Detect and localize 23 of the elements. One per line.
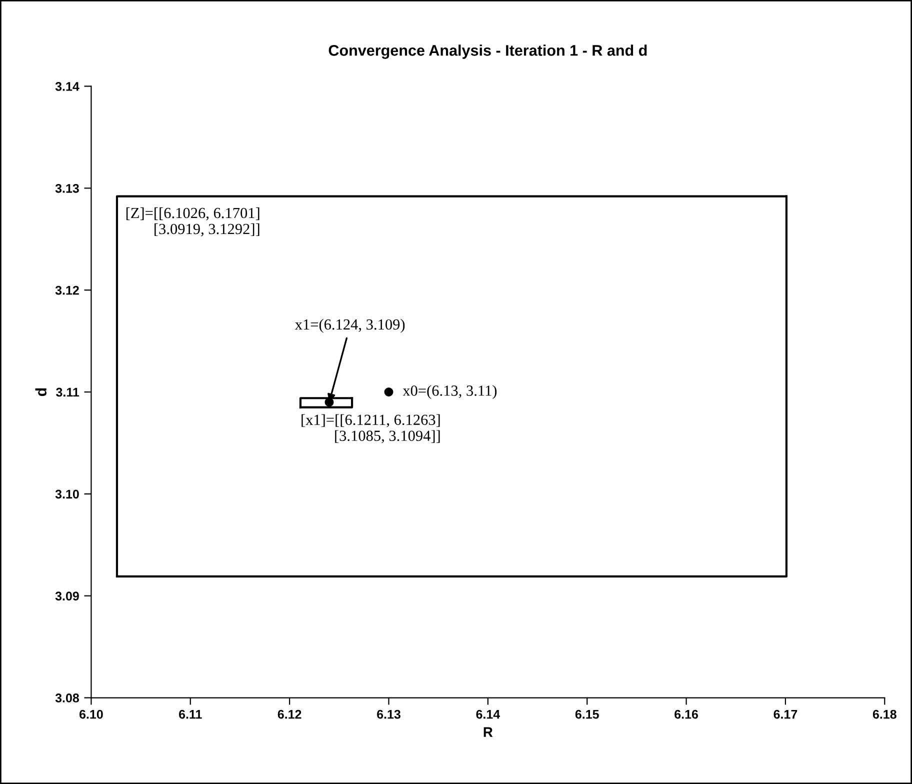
y-tick-label: 3.10 — [55, 490, 79, 499]
x-tick-label: 6.16 — [674, 710, 698, 719]
x-tick-label: 6.14 — [476, 710, 500, 719]
x-axis-title: R — [484, 727, 493, 737]
x-tick-label: 6.15 — [575, 710, 599, 719]
annotation: x0=(6.13, 3.11) — [402, 385, 497, 399]
annotation: x1=(6.124, 3.109) — [294, 318, 405, 333]
y-tick-label: 3.12 — [55, 286, 79, 295]
x-tick-label: 6.10 — [79, 710, 103, 719]
y-tick-label: 3.09 — [55, 592, 79, 601]
y-tick-label: 3.13 — [55, 184, 79, 193]
x-tick-label: 6.18 — [872, 710, 896, 719]
y-tick-label: 3.14 — [55, 82, 80, 91]
y-tick-label: 3.11 — [56, 388, 80, 397]
annotation: [x1]=[[6.1211, 6.1263] [3.1085, 3.1094]] — [302, 414, 440, 444]
chart-title: Convergence Analysis - Iteration 1 - R and d — [328, 44, 647, 59]
y-axis-title: d — [35, 388, 46, 396]
x-tick-label: 6.12 — [278, 710, 302, 719]
x-tick-label: 6.13 — [377, 710, 400, 719]
x-tick-label: 6.17 — [774, 710, 798, 719]
y-tick-label: 3.08 — [55, 694, 80, 702]
annotation: [Z]=[[6.1026, 6.1701] [3.0919, 3.1292]] — [126, 207, 260, 236]
x-tick-label: 6.11 — [179, 710, 202, 719]
